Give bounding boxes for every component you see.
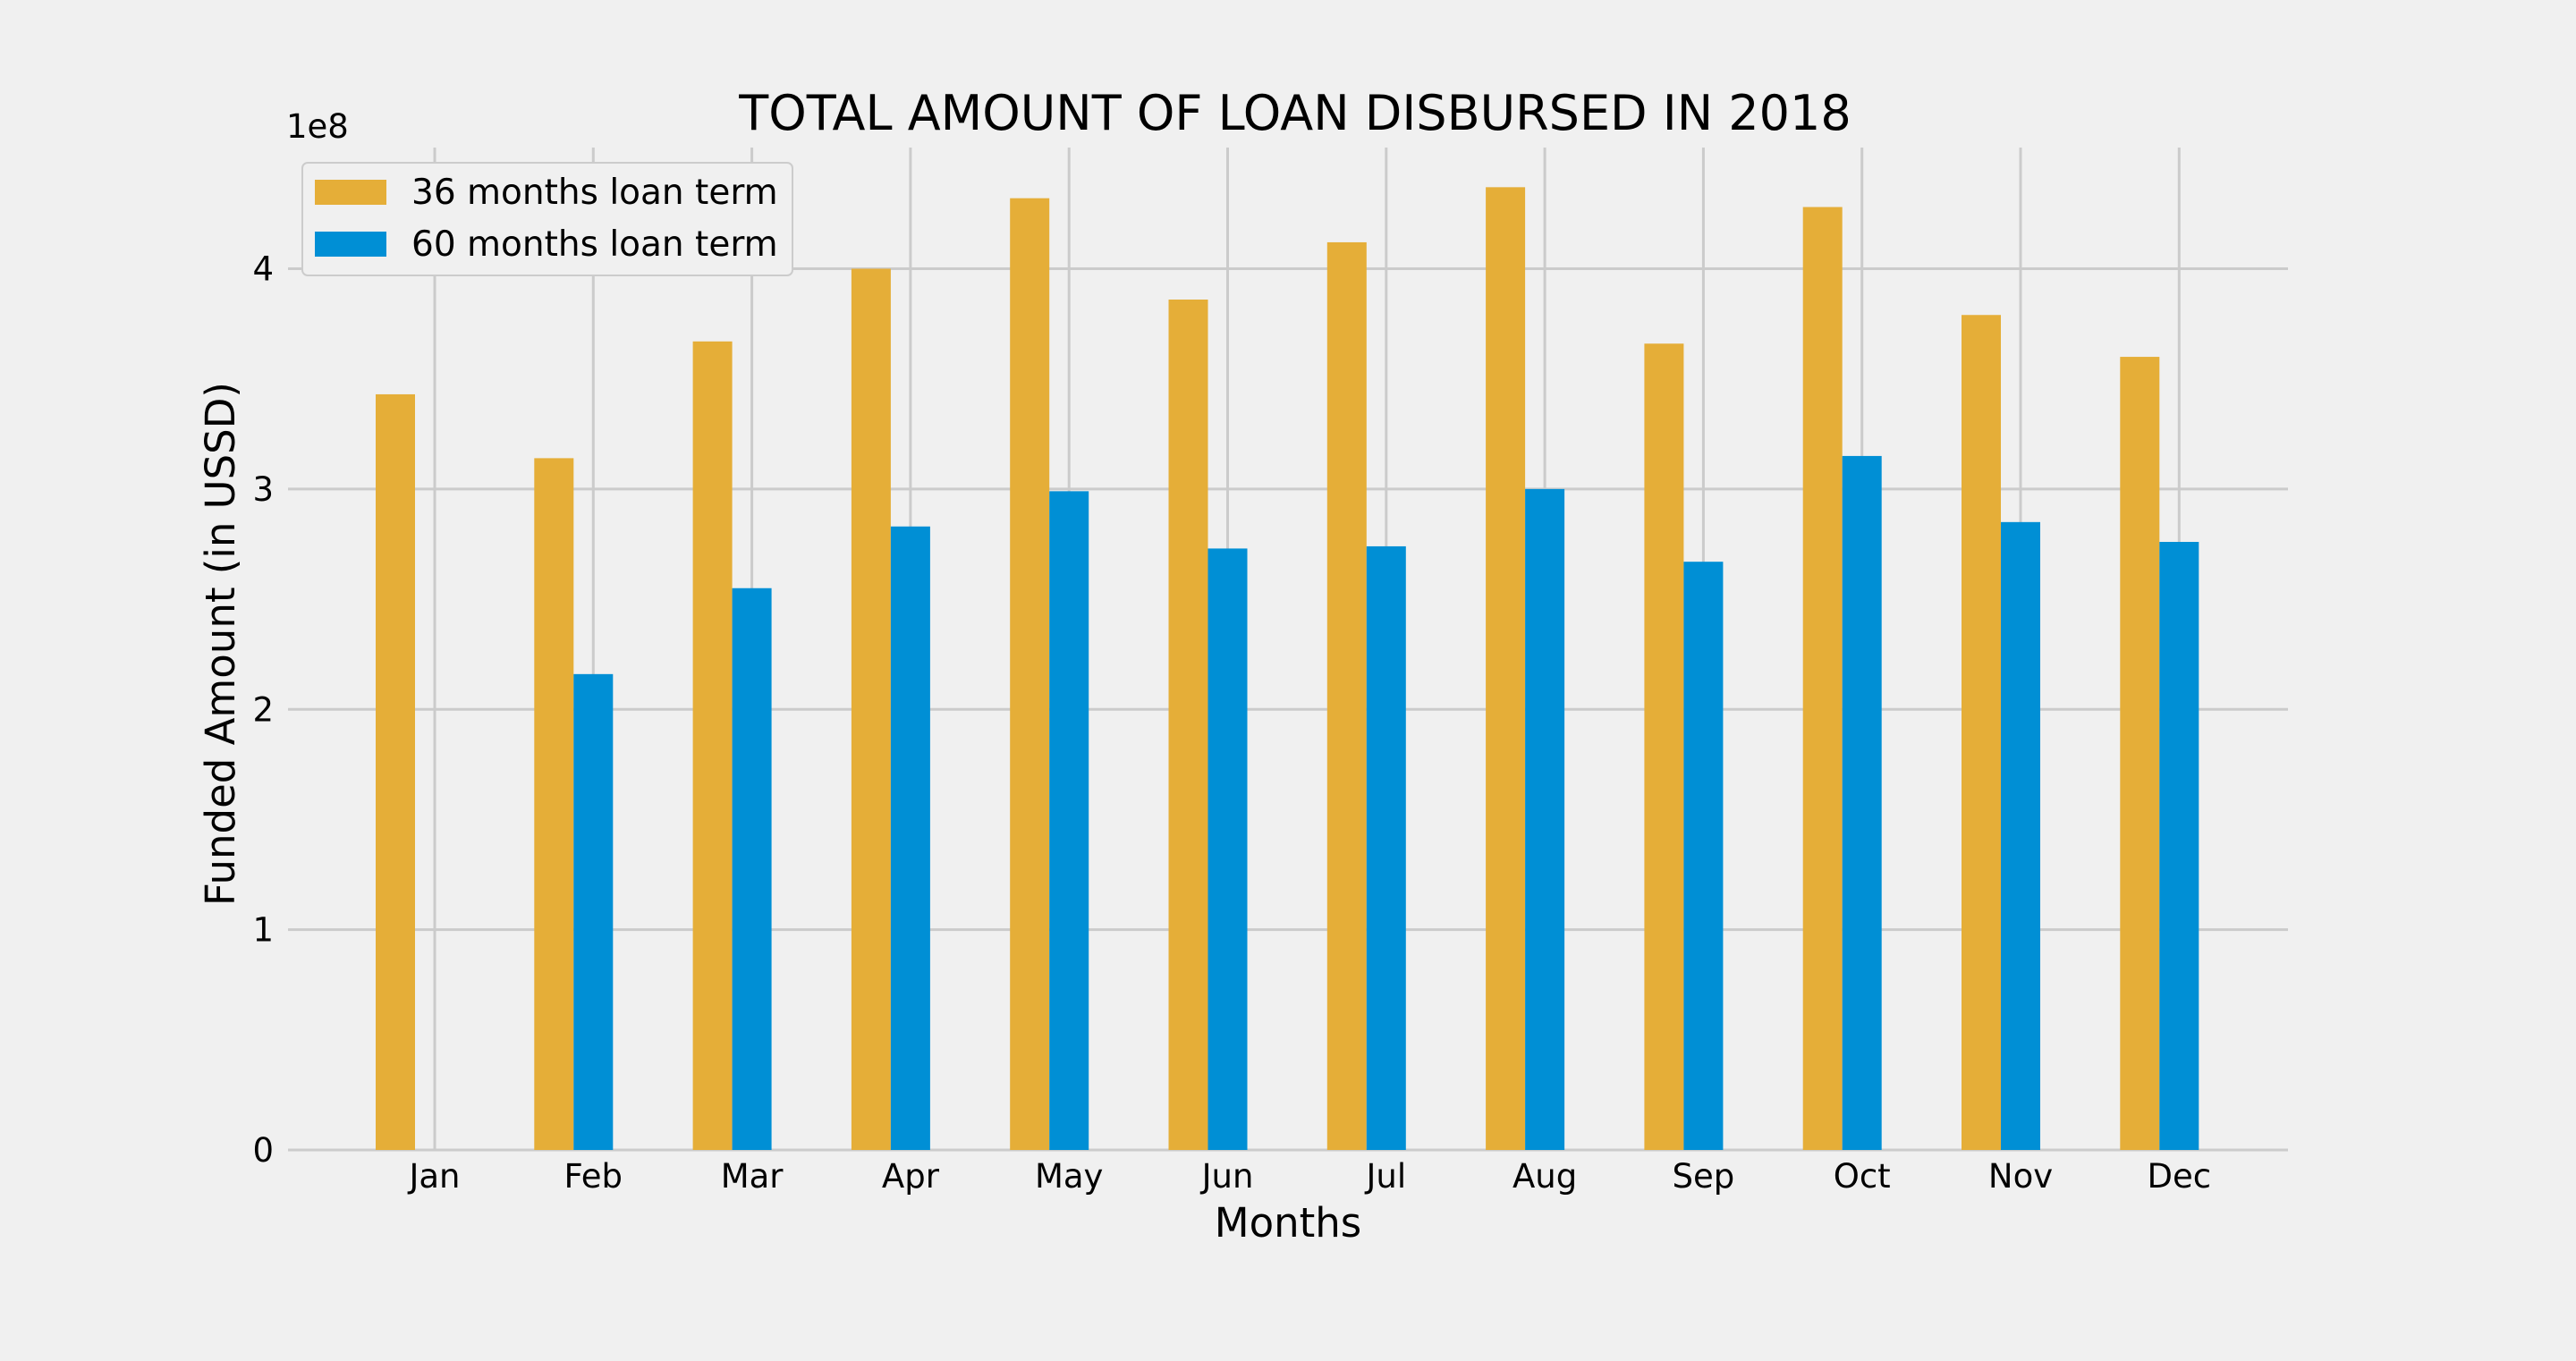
- bar-36-months: [1962, 315, 2001, 1150]
- y-tick-label: 2: [252, 690, 274, 729]
- bars: [376, 187, 2199, 1151]
- y-tick-label: 3: [252, 470, 274, 509]
- x-tick-label: Oct: [1834, 1157, 1891, 1196]
- bar-36-months: [1644, 343, 1684, 1150]
- x-tick-label: Mar: [721, 1157, 784, 1196]
- bar-36-months: [1486, 187, 1526, 1150]
- legend-swatch-60-months: [315, 232, 386, 257]
- x-tick-labels: Jan Feb Mar Apr May Jun Jul Aug Sep Oct Nov Dec: [407, 1157, 2211, 1196]
- bar-36-months: [1326, 241, 1367, 1150]
- x-tick-label: Sep: [1673, 1157, 1735, 1196]
- x-tick-label: Aug: [1513, 1157, 1577, 1196]
- bar-36-months: [692, 341, 733, 1150]
- x-tick-label: Jan: [407, 1157, 460, 1196]
- bar-36-months: [851, 268, 891, 1150]
- x-tick-label: Nov: [1988, 1157, 2053, 1196]
- bar-36-months: [2120, 357, 2160, 1150]
- x-tick-label: Jun: [1200, 1157, 1254, 1196]
- y-offset-label: 1e8: [286, 107, 349, 146]
- bar-60-months: [573, 673, 614, 1150]
- x-tick-label: Apr: [882, 1157, 940, 1196]
- bar-36-months: [376, 393, 415, 1150]
- y-tick-label: 1: [252, 911, 274, 950]
- x-axis-label: Months: [1215, 1199, 1362, 1247]
- legend-frame: [301, 162, 793, 276]
- legend-label-60-months: 60 months loan term: [411, 224, 778, 265]
- bar-60-months: [1049, 491, 1089, 1150]
- legend-swatch-36-months: [315, 180, 386, 205]
- x-tick-label: Jul: [1364, 1157, 1406, 1196]
- bar-60-months: [890, 526, 930, 1150]
- bar-60-months: [1208, 548, 1248, 1150]
- chart-title: TOTAL AMOUNT OF LOAN DISBURSED IN 2018: [738, 85, 1851, 141]
- x-tick-label: May: [1035, 1157, 1104, 1196]
- legend: 36 months loan term 60 months loan term: [301, 162, 793, 276]
- bar-36-months: [1168, 299, 1208, 1150]
- bar-36-months: [534, 458, 574, 1150]
- bar-60-months: [2159, 542, 2199, 1150]
- bar-60-months: [732, 588, 772, 1150]
- legend-label-36-months: 36 months loan term: [411, 173, 778, 213]
- x-tick-label: Dec: [2147, 1157, 2211, 1196]
- bar-36-months: [1010, 198, 1050, 1151]
- y-tick-labels: 0 1 2 3 4: [252, 250, 274, 1170]
- bar-36-months: [1802, 207, 1843, 1150]
- bar-60-months: [2001, 521, 2040, 1150]
- y-tick-label: 4: [252, 250, 274, 289]
- bar-60-months: [1683, 562, 1724, 1150]
- bar-60-months: [1842, 455, 1882, 1150]
- y-tick-label: 0: [252, 1131, 274, 1170]
- x-tick-label: Feb: [564, 1157, 623, 1196]
- y-axis-label: Funded Amount (in USSD): [197, 382, 244, 906]
- bar-60-months: [1525, 488, 1565, 1150]
- bar-60-months: [1366, 545, 1406, 1150]
